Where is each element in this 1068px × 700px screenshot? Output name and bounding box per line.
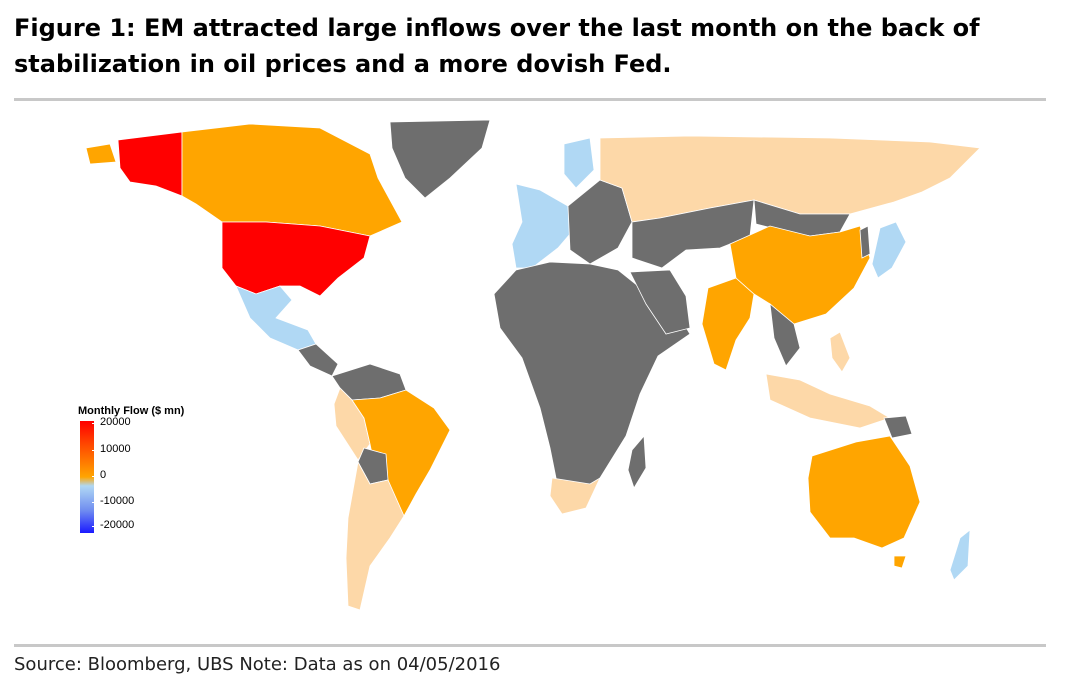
region-philippines bbox=[829, 331, 851, 373]
region-argentina-chile bbox=[345, 460, 405, 611]
region-papua bbox=[883, 415, 913, 439]
legend-tick-0: 0 bbox=[91, 469, 107, 481]
legend-color-scale bbox=[80, 421, 94, 533]
figure-title: Figure 1: EM attracted large inflows ove… bbox=[14, 14, 980, 78]
region-russia bbox=[599, 135, 981, 223]
world-choropleth-map bbox=[85, 119, 981, 611]
region-australia bbox=[807, 435, 921, 549]
region-greenland bbox=[389, 119, 491, 199]
region-southeast-asia bbox=[769, 303, 801, 367]
legend-title: Monthly Flow ($ mn) bbox=[78, 405, 185, 417]
region-scandinavia bbox=[563, 137, 595, 189]
region-brazil bbox=[351, 389, 451, 517]
region-china bbox=[729, 225, 871, 325]
legend-tick-10000: 10000 bbox=[92, 443, 131, 455]
map-legend: Monthly Flow ($ mn) 20000 10000 0 -10000… bbox=[78, 405, 228, 535]
region-new-zealand bbox=[949, 529, 971, 581]
region-usa bbox=[221, 221, 371, 297]
region-aleutian bbox=[85, 143, 117, 165]
region-arabia bbox=[629, 269, 691, 335]
bottom-divider bbox=[14, 644, 1046, 647]
source-note: Source: Bloomberg, UBS Note: Data as on … bbox=[14, 654, 501, 675]
legend-tick-minus-10000: -10000 bbox=[91, 495, 135, 507]
region-central-america bbox=[297, 343, 339, 377]
top-divider bbox=[14, 98, 1046, 101]
region-mexico bbox=[235, 285, 317, 351]
region-madagascar bbox=[627, 434, 647, 489]
region-tasmania bbox=[893, 555, 907, 569]
region-korea bbox=[859, 225, 871, 259]
region-africa bbox=[493, 261, 691, 501]
region-western-europe bbox=[511, 183, 571, 269]
region-japan bbox=[871, 221, 907, 279]
region-alaska bbox=[117, 131, 183, 197]
region-india bbox=[701, 277, 755, 371]
legend-tick-20000: 20000 bbox=[92, 416, 131, 428]
region-eastern-europe bbox=[567, 179, 633, 265]
legend-tick-minus-20000: -20000 bbox=[91, 519, 135, 531]
region-south-africa bbox=[549, 476, 601, 515]
region-indonesia bbox=[765, 373, 891, 429]
region-canada bbox=[181, 123, 403, 237]
